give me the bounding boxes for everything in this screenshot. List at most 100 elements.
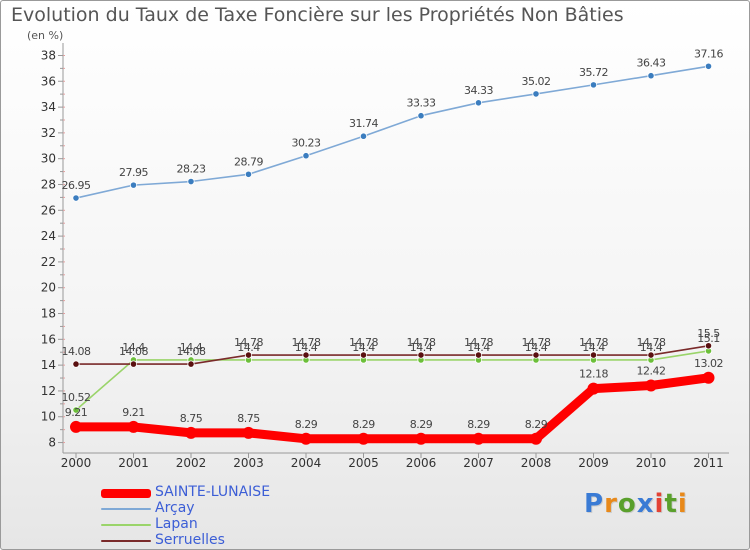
data-label: 8.29 [525, 418, 548, 431]
data-label: 14.4 [122, 341, 145, 354]
data-label: 14.78 [234, 336, 263, 349]
data-point [647, 72, 655, 80]
logo-letter: o [617, 489, 637, 519]
y-tick-label: 10 [41, 410, 56, 424]
data-point [472, 432, 485, 445]
data-label: 13.02 [694, 357, 723, 370]
legend-label: Lapan [155, 516, 198, 532]
legend-swatch [101, 508, 151, 510]
series-line-lapan [75, 350, 710, 411]
data-label: 8.75 [237, 412, 260, 425]
x-tick-label: 2009 [578, 456, 609, 470]
x-tick-label: 2006 [406, 456, 437, 470]
y-tick-label: 22 [41, 255, 56, 269]
y-tick-label: 30 [41, 152, 56, 166]
data-label: 30.23 [292, 137, 321, 150]
data-label: 14.4 [410, 341, 433, 354]
data-point [302, 152, 310, 160]
data-point [72, 360, 80, 368]
data-point [185, 426, 197, 439]
data-point [300, 432, 312, 445]
y-tick-label: 32 [41, 126, 56, 140]
data-point [702, 371, 715, 384]
data-point [357, 432, 370, 445]
logo-letter: i [654, 489, 665, 519]
y-tick-label: 26 [41, 203, 56, 217]
y-tick-label: 38 [41, 48, 56, 62]
data-label: 37.16 [694, 47, 723, 60]
data-label: 14.78 [637, 336, 666, 349]
y-tick-label: 8 [48, 436, 56, 450]
data-point [302, 351, 310, 359]
data-point [187, 360, 195, 368]
data-point [704, 342, 713, 350]
data-point [645, 379, 657, 392]
x-tick-label: 2002 [176, 456, 207, 470]
data-label: 26.95 [62, 179, 91, 192]
series-line-sainte-lunaise [71, 373, 713, 444]
data-label: 34.33 [464, 84, 493, 97]
data-point [129, 181, 138, 189]
x-tick-label: 2003 [233, 456, 264, 470]
data-point [532, 90, 540, 98]
data-label: 8.29 [410, 418, 433, 431]
data-label: 14.08 [177, 345, 206, 358]
data-label: 15.5 [697, 327, 720, 340]
data-label: 14.4 [295, 341, 318, 354]
data-point [242, 426, 255, 439]
data-label: 14.4 [180, 341, 203, 354]
data-label: 14.4 [352, 341, 375, 354]
y-tick-label: 16 [41, 332, 56, 346]
data-label: 9.21 [122, 406, 145, 419]
y-tick-label: 12 [41, 384, 56, 398]
data-point [127, 420, 140, 433]
data-point [417, 112, 425, 120]
data-point [72, 406, 80, 414]
data-label: 14.78 [579, 336, 608, 349]
logo-letter: i [677, 489, 688, 519]
y-tick-label: 20 [41, 281, 56, 295]
data-label: 36.43 [637, 57, 666, 70]
data-label: 14.4 [525, 341, 548, 354]
data-label: 14.78 [292, 336, 321, 349]
legend-label: SAINTE-LUNAISE [155, 484, 271, 500]
data-point [129, 360, 138, 368]
data-label: 8.29 [467, 418, 490, 431]
data-point [704, 62, 713, 70]
data-label: 14.78 [407, 336, 436, 349]
data-label: 28.23 [177, 163, 206, 176]
data-label: 9.21 [65, 406, 88, 419]
series-line-serruelles [75, 344, 710, 365]
data-point [647, 351, 655, 359]
data-point [587, 382, 600, 395]
data-point [244, 351, 253, 359]
data-label: 8.75 [180, 412, 203, 425]
x-tick-label: 2001 [118, 456, 149, 470]
data-label: 15.1 [697, 332, 720, 345]
y-tick-label: 36 [41, 74, 56, 88]
data-point [72, 194, 80, 202]
y-unit-label: (en %) [27, 29, 64, 42]
x-tick-label: 2004 [291, 456, 322, 470]
data-label: 14.4 [237, 341, 260, 354]
data-point [359, 132, 368, 140]
data-point [244, 170, 253, 178]
data-point [417, 351, 425, 359]
y-tick-label: 28 [41, 177, 56, 191]
data-label: 14.78 [349, 336, 378, 349]
y-tick-label: 34 [41, 100, 56, 114]
legend-label: Arçay [155, 500, 195, 516]
data-label: 14.08 [62, 345, 91, 358]
data-point [530, 432, 542, 445]
logo-letter: x [636, 489, 655, 519]
data-label: 14.4 [582, 341, 605, 354]
logo-letter: r [604, 489, 618, 519]
x-tick-label: 2007 [463, 456, 494, 470]
data-label: 14.78 [464, 336, 493, 349]
data-point [70, 420, 82, 433]
x-tick-label: 2008 [521, 456, 552, 470]
x-tick-label: 2011 [693, 456, 724, 470]
data-label: 10.52 [62, 391, 91, 404]
